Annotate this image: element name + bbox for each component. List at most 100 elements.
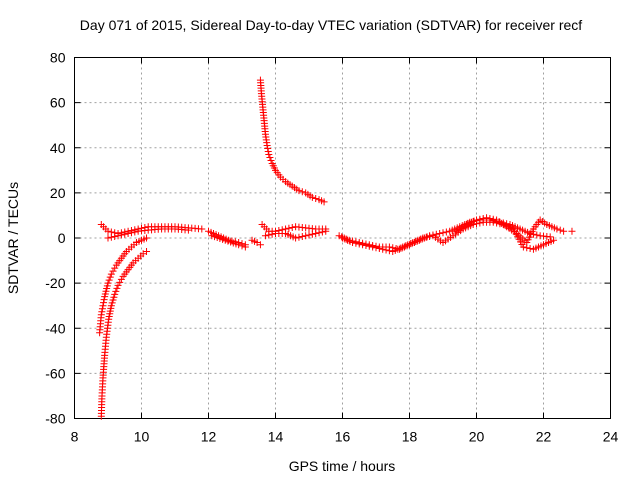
x-tick-label: 8 [71, 429, 79, 445]
data-point [382, 246, 390, 254]
data-point [473, 216, 480, 224]
y-tick-labels: -80 -60 -40 -20 0 20 40 60 80 [45, 50, 65, 427]
data-point [432, 230, 440, 238]
data-point [305, 231, 313, 239]
data-point [295, 233, 303, 241]
data-point [184, 226, 192, 234]
data-point [264, 145, 272, 153]
data-point [106, 273, 114, 281]
data-point [550, 236, 558, 244]
data-point [312, 229, 320, 237]
data-point [352, 239, 360, 247]
data-point [556, 226, 564, 234]
data-point [312, 195, 320, 203]
data-point [263, 141, 271, 149]
data-point [295, 187, 303, 195]
data-point [266, 154, 274, 162]
data-point [489, 215, 497, 223]
data-point [112, 287, 120, 295]
data-point [116, 278, 124, 286]
data-point [302, 232, 310, 240]
data-point [113, 284, 121, 292]
data-point [104, 227, 112, 235]
data-point [267, 157, 275, 165]
data-point [375, 245, 383, 253]
data-point [560, 227, 568, 235]
x-tick-label: 10 [134, 429, 150, 445]
data-point [568, 227, 576, 235]
data-point [379, 245, 387, 253]
data-point [486, 214, 494, 222]
data-point [436, 229, 444, 237]
series-cluster-1b [104, 225, 192, 242]
x-tick-label: 14 [268, 429, 284, 445]
data-point [365, 242, 373, 250]
data-point [292, 234, 300, 242]
data-point [442, 228, 450, 236]
data-point [111, 232, 119, 240]
data-point [385, 247, 393, 255]
series-tail [568, 227, 576, 235]
data-point [546, 233, 554, 241]
y-tick-label: 40 [50, 140, 66, 156]
series-cluster-2b [208, 232, 249, 251]
data-point [322, 227, 330, 235]
data-point [372, 244, 380, 252]
data-point [117, 231, 125, 239]
data-point [111, 264, 119, 272]
data-point [100, 296, 108, 304]
x-tick-label: 20 [469, 429, 485, 445]
data-point [117, 275, 125, 283]
data-point [109, 267, 117, 275]
data-point [241, 243, 249, 251]
y-tick-label: -40 [45, 320, 65, 336]
data-point [256, 241, 264, 249]
data-point [308, 230, 316, 238]
series-cluster-3 [248, 236, 264, 249]
data-point [476, 215, 484, 223]
data-point [318, 228, 326, 236]
data-points [96, 76, 576, 420]
data-point [308, 193, 316, 201]
data-point [99, 302, 107, 310]
y-tick-label: 20 [50, 185, 66, 201]
data-point [422, 233, 430, 241]
y-axis-label: SDTVAR / TECUs [5, 182, 21, 294]
grid [74, 57, 611, 419]
data-point [265, 151, 273, 159]
data-point [553, 225, 561, 233]
series-arc-high [256, 76, 328, 206]
data-point [131, 228, 139, 236]
data-point [104, 279, 112, 287]
data-point [264, 148, 272, 156]
data-point [419, 234, 427, 242]
x-tick-label: 22 [536, 429, 552, 445]
data-point [104, 234, 112, 242]
series-cluster-5b [339, 218, 558, 256]
chart-title: Day 071 of 2015, Sidereal Day-to-day VTE… [80, 17, 582, 33]
data-point [533, 231, 541, 239]
data-point [97, 311, 105, 319]
data-point [98, 305, 106, 313]
data-point [519, 243, 527, 251]
x-tick-label: 12 [201, 429, 217, 445]
y-tick-label: 0 [58, 230, 66, 246]
data-point [526, 245, 534, 253]
data-point [238, 242, 246, 250]
data-point [261, 232, 269, 240]
data-point [114, 281, 122, 289]
data-point [355, 240, 363, 248]
series-cluster-4b [261, 227, 330, 242]
y-tick-label: -60 [45, 365, 65, 381]
axis-ticks [74, 57, 611, 419]
data-point [359, 241, 367, 249]
data-point [121, 230, 129, 238]
data-point [107, 270, 115, 278]
series-arc-low-1 [97, 248, 151, 420]
series-cluster-5c [452, 214, 568, 247]
data-point [298, 232, 306, 240]
x-tick-label: 18 [402, 429, 418, 445]
x-tick-label: 24 [603, 429, 619, 445]
x-axis-label: GPS time / hours [289, 458, 396, 474]
